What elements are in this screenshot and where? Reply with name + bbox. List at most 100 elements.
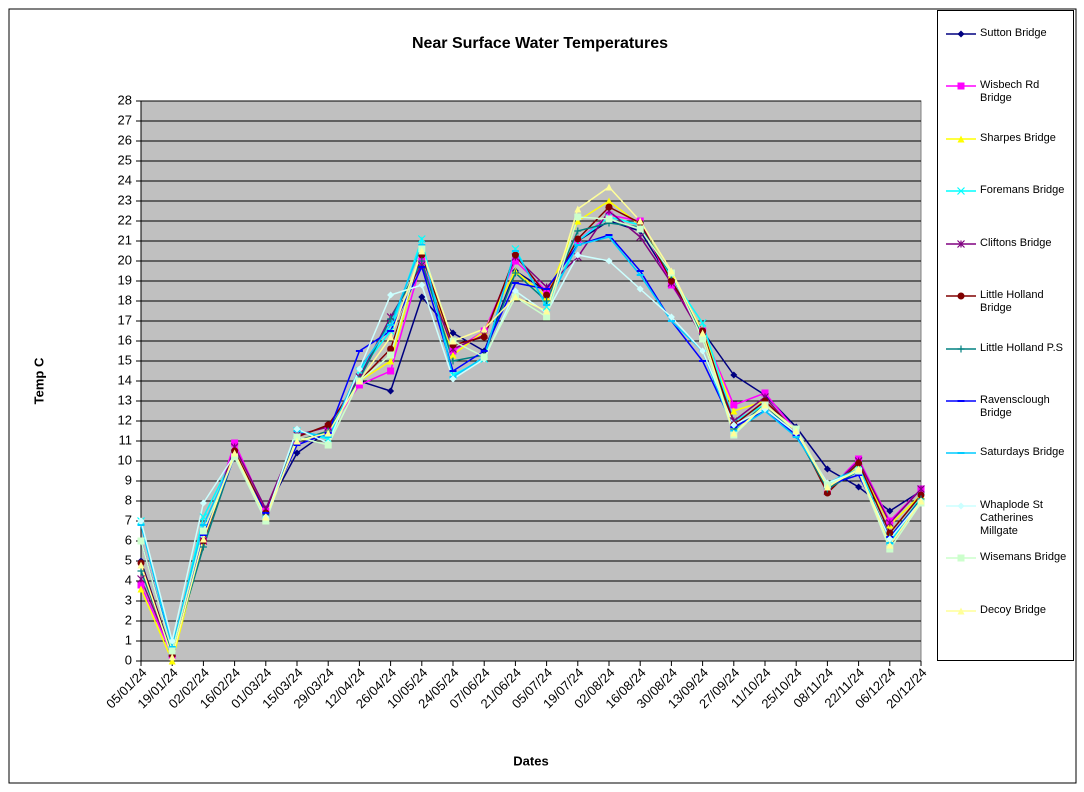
- marker: [324, 441, 332, 449]
- chart-title: Near Surface Water Temperatures: [412, 35, 668, 52]
- marker: [792, 427, 800, 435]
- marker: [605, 211, 613, 219]
- marker: [543, 291, 551, 299]
- marker: [387, 367, 395, 375]
- y-tick-label: 3: [125, 592, 132, 607]
- y-tick-label: 24: [118, 172, 132, 187]
- legend-label: Little Holland P.S: [980, 341, 1063, 354]
- marker: [605, 183, 613, 191]
- y-tick-label: 18: [118, 292, 132, 307]
- marker: [137, 517, 145, 525]
- legend-swatch: [946, 607, 976, 615]
- marker: [917, 485, 925, 493]
- marker: [199, 513, 208, 521]
- marker: [957, 607, 965, 615]
- marker: [574, 213, 582, 221]
- y-tick-label: 4: [125, 572, 132, 587]
- legend-swatch: [946, 292, 976, 300]
- marker: [605, 197, 613, 205]
- marker: [199, 527, 207, 535]
- legend-label: Sharpes Bridge: [980, 131, 1056, 144]
- legend-label: Wisemans Bridge: [980, 551, 1067, 564]
- legend-item: Little Holland P.S: [942, 336, 1072, 386]
- legend-swatch: [946, 239, 976, 248]
- legend-swatch: [946, 345, 976, 352]
- legend-label: Wisbech Rd Bridge: [980, 79, 1040, 105]
- marker: [699, 329, 707, 337]
- marker: [262, 517, 270, 525]
- marker: [574, 235, 582, 243]
- marker: [449, 329, 457, 337]
- marker: [511, 257, 519, 265]
- legend-item: Sutton Bridge: [942, 21, 1072, 71]
- y-tick-label: 28: [118, 92, 132, 107]
- marker: [449, 351, 457, 359]
- marker: [574, 217, 582, 225]
- legend-label: Decoy Bridge: [980, 603, 1047, 616]
- marker: [137, 581, 145, 589]
- marker: [957, 292, 965, 300]
- marker: [917, 491, 925, 499]
- marker: [543, 287, 551, 295]
- marker: [761, 389, 769, 397]
- marker: [417, 235, 426, 243]
- marker: [137, 567, 145, 575]
- legend-label: Whaplode St Catherines Millgate: [980, 498, 1043, 537]
- marker: [168, 647, 176, 655]
- marker: [387, 333, 395, 341]
- marker: [511, 293, 519, 301]
- marker: [418, 257, 426, 265]
- marker: [168, 637, 176, 645]
- marker: [605, 215, 613, 223]
- marker: [387, 291, 395, 299]
- marker: [137, 575, 145, 583]
- marker: [957, 502, 965, 510]
- y-tick-label: 20: [118, 252, 132, 267]
- marker: [480, 325, 488, 333]
- marker: [355, 381, 363, 389]
- y-tick-label: 1: [125, 632, 132, 647]
- marker: [957, 82, 965, 90]
- marker: [855, 459, 863, 467]
- series-line: [140, 216, 922, 654]
- marker: [636, 285, 644, 293]
- legend-label: Foremans Bridge: [980, 184, 1065, 197]
- marker: [449, 375, 457, 383]
- marker: [449, 337, 457, 345]
- legend-item: Decoy Bridge: [942, 598, 1072, 648]
- legend-swatch: [946, 399, 976, 402]
- y-tick-label: 8: [125, 492, 132, 507]
- marker: [667, 313, 675, 321]
- marker: [574, 205, 582, 213]
- marker: [699, 347, 707, 355]
- marker: [957, 345, 965, 352]
- legend-swatch: [946, 452, 976, 455]
- marker: [574, 227, 582, 235]
- marker: [730, 407, 738, 415]
- legend-swatch: [946, 82, 976, 90]
- marker: [231, 453, 239, 461]
- marker: [387, 357, 395, 365]
- marker: [511, 251, 519, 259]
- marker: [605, 257, 613, 265]
- marker: [324, 429, 332, 437]
- legend-swatch: [946, 502, 976, 510]
- marker: [730, 421, 738, 429]
- y-axis-label: Temp C: [31, 357, 46, 404]
- marker: [823, 465, 831, 473]
- y-tick-label: 9: [125, 472, 132, 487]
- marker: [761, 401, 769, 409]
- y-tick-label: 26: [118, 132, 132, 147]
- marker: [511, 287, 519, 295]
- marker: [636, 233, 645, 241]
- marker: [262, 513, 270, 521]
- marker: [823, 483, 831, 491]
- marker: [293, 433, 301, 441]
- legend: Sutton Bridge Wisbech Rd Bridge Sharpes Br…: [937, 10, 1074, 661]
- legend-label: Little Holland Bridge: [980, 289, 1044, 315]
- series-line: [140, 254, 922, 642]
- marker: [886, 541, 894, 549]
- marker: [449, 357, 457, 365]
- legend-swatch: [946, 135, 976, 143]
